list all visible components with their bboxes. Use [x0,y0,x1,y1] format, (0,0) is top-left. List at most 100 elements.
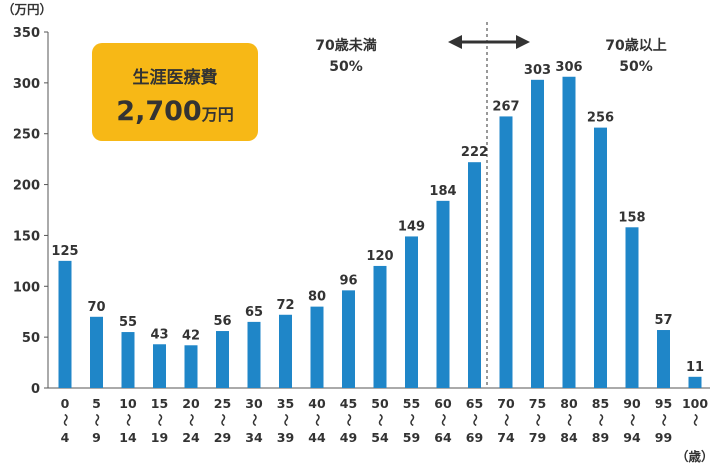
y-tick-label: 200 [13,179,40,194]
lifetime-medical-cost-value: 2,700 [116,96,201,127]
category-start-label: 80 [560,396,578,411]
bars-group [58,76,702,389]
category-start-label: 100 [682,396,708,411]
category-end-label: 64 [434,430,452,445]
category-range-symbol: 〜 [594,414,609,427]
bar [594,127,607,389]
bar-value-label: 120 [366,249,393,264]
bar [625,227,639,388]
category-start-label: 90 [623,396,641,411]
over-70-percent: 50% [619,59,653,75]
lifetime-medical-cost-title: 生涯医療費 [133,67,218,88]
double-arrow [448,35,530,49]
category-start-label: 0 [61,396,70,411]
category-start-label: 85 [592,396,609,411]
bar [436,200,450,388]
category-start-label: 50 [371,396,389,411]
lifetime-medical-cost-box: 生涯医療費 2,700万円 [92,43,258,141]
bar-value-label: 96 [339,273,357,288]
category-end-label: 99 [655,430,672,445]
bar [562,76,576,389]
category-range-symbol: 〜 [688,414,703,427]
bar [247,321,261,388]
bar-value-label: 267 [492,99,519,114]
lifetime-medical-cost-amount: 2,700万円 [116,96,233,127]
category-start-label: 15 [151,396,168,411]
bar-value-label: 70 [87,300,105,315]
value-labels-group: 125 70 55 43 42 56 65 72 80 96 120 149 184 222 267 303 3… [51,60,704,375]
category-range-symbol: 〜 [657,414,672,427]
category-end-label: 89 [592,430,609,445]
bar-value-label: 222 [461,145,488,160]
bar [216,331,229,388]
bar-value-label: 65 [245,305,263,320]
bar-value-label: 57 [654,313,672,328]
bar [468,162,481,388]
category-end-label: 49 [340,430,357,445]
category-end-label: 54 [371,430,389,445]
bar [405,236,418,388]
bar [342,290,355,388]
category-range-symbol: 〜 [468,414,483,427]
category-start-label: 75 [529,396,546,411]
bar-value-label: 256 [587,111,614,126]
y-tick-label: 50 [22,331,40,346]
category-start-label: 65 [466,396,483,411]
bar [531,79,544,388]
category-start-label: 5 [92,396,101,411]
category-range-symbol: 〜 [405,414,420,427]
category-end-label: 24 [182,430,200,445]
bar [121,332,135,388]
y-tick-label: 0 [31,382,40,397]
bar-value-label: 43 [150,327,168,342]
category-end-label: 19 [151,430,168,445]
category-end-label: 69 [466,430,483,445]
category-start-label: 20 [182,396,200,411]
category-end-label: 79 [529,430,546,445]
bar [184,345,198,388]
category-range-symbol: 〜 [499,414,514,427]
category-end-label: 94 [623,430,641,445]
bar-value-label: 158 [618,210,645,225]
category-start-label: 95 [655,396,672,411]
bar-value-label: 184 [429,184,456,199]
y-tick-label: 300 [13,77,40,92]
under-70-label: 70歳未満 [315,37,376,54]
category-range-symbol: 〜 [184,414,199,427]
bar-value-label: 303 [524,63,551,78]
category-range-symbol: 〜 [247,414,262,427]
bar-value-label: 149 [398,219,425,234]
category-range-symbol: 〜 [121,414,136,427]
category-range-symbol: 〜 [310,414,325,427]
y-tick-label: 250 [13,128,40,143]
bar-value-label: 55 [119,315,137,330]
category-end-label: 44 [308,430,326,445]
category-range-symbol: 〜 [58,414,73,427]
category-range-symbol: 〜 [153,414,168,427]
category-range-symbol: 〜 [342,414,357,427]
category-start-label: 60 [434,396,452,411]
category-range-symbol: 〜 [562,414,577,427]
category-range-symbol: 〜 [531,414,546,427]
category-start-label: 25 [214,396,231,411]
bar-value-label: 72 [276,298,294,313]
bar [310,306,324,388]
under-70-percent: 50% [329,59,363,75]
category-labels-group: 0〜45〜910〜1415〜1920〜2425〜2930〜3435〜3940〜4… [58,396,708,445]
bar [153,344,166,388]
bar [58,260,72,388]
category-range-symbol: 〜 [216,414,231,427]
y-tick-label: 100 [13,280,40,295]
category-end-label: 14 [119,430,137,445]
category-range-symbol: 〜 [436,414,451,427]
bar-value-label: 80 [308,290,326,305]
category-end-label: 34 [245,430,263,445]
category-start-label: 70 [497,396,515,411]
category-range-symbol: 〜 [625,414,640,427]
bar-value-label: 42 [182,328,200,343]
lifetime-medical-cost-unit: 万円 [201,105,234,124]
category-end-label: 4 [61,430,70,445]
bar [499,116,513,389]
category-end-label: 39 [277,430,294,445]
